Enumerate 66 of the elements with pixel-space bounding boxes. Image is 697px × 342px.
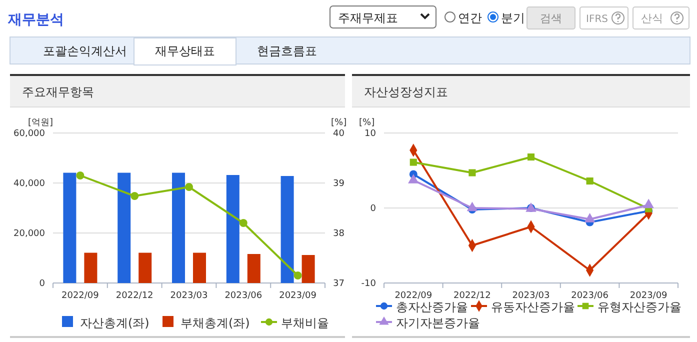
y-tick-label: 60,000: [14, 129, 46, 139]
x-tick-label: 2022/09: [394, 291, 432, 301]
text: 재무상태표: [155, 44, 215, 58]
x-tick-label: 2022/09: [62, 291, 100, 301]
bar: [172, 172, 185, 283]
y2-tick-label: 38: [333, 229, 345, 239]
y-axis-title: [억원]: [28, 118, 54, 128]
bar: [138, 252, 152, 283]
y-axis-title: [%]: [359, 118, 375, 128]
point: [185, 183, 193, 191]
point: [466, 202, 478, 212]
x-tick-label: 2023/03: [512, 291, 550, 301]
chart-title: 자산성장성지표: [364, 85, 448, 99]
text: IFRS: [586, 14, 608, 25]
text: 주재무제표: [338, 11, 398, 25]
text: 검색: [540, 12, 562, 25]
x-tick-label: 2023/06: [224, 291, 262, 301]
point: [527, 153, 535, 161]
text: 연간: [458, 11, 482, 25]
x-tick-label: 2022/12: [116, 291, 154, 301]
x-tick-label: 2023/09: [279, 291, 317, 301]
point: [410, 158, 417, 166]
legend-label: 유형자산증가율: [598, 300, 682, 314]
point: [408, 174, 419, 184]
text: 포괄손익계산서: [43, 44, 127, 58]
bar: [84, 252, 98, 283]
y-tick-label: 40,000: [14, 179, 46, 189]
point: [584, 213, 596, 222]
point: [130, 192, 139, 200]
bar: [280, 176, 294, 283]
bar: [247, 254, 260, 283]
chart-title: 주요재무항목: [22, 85, 94, 99]
text: 분기: [501, 11, 525, 25]
legend-label: 자기자본증가율: [396, 316, 480, 330]
y-tick-label: 10: [364, 129, 376, 139]
point: [239, 219, 248, 227]
x-tick-label: 2023/06: [571, 291, 609, 301]
y-tick-label: -10: [361, 279, 376, 289]
legend-label: 총자산증가율: [396, 300, 468, 314]
y2-axis-title: [%]: [331, 118, 347, 128]
bar: [226, 175, 240, 283]
text: 현금흐름표: [257, 44, 317, 58]
legend-label: 부채총계(좌): [180, 316, 250, 330]
text: 산식: [641, 12, 663, 25]
y2-tick-label: 39: [333, 179, 345, 189]
x-tick-label: 2022/12: [454, 291, 491, 301]
point: [586, 177, 594, 185]
point: [643, 198, 654, 208]
bar: [118, 172, 131, 283]
x-tick-label: 2023/03: [170, 291, 208, 301]
y-tick-label: 20,000: [14, 229, 46, 239]
bar: [302, 255, 315, 283]
y-tick-label: 0: [39, 279, 46, 289]
legend-label: 부채비율: [281, 316, 329, 330]
point: [294, 272, 302, 280]
y2-tick-label: 37: [333, 279, 344, 289]
point: [468, 169, 476, 176]
bar: [193, 252, 206, 283]
bar: [63, 172, 76, 283]
y2-tick-label: 40: [333, 129, 345, 139]
legend-label: 유동자산증가율: [491, 300, 575, 314]
x-tick-label: 2023/09: [630, 291, 668, 301]
legend-label: 자산총계(좌): [80, 316, 150, 330]
y-tick-label: 0: [370, 204, 376, 214]
text: 재무분석: [7, 12, 64, 28]
point: [76, 172, 84, 180]
